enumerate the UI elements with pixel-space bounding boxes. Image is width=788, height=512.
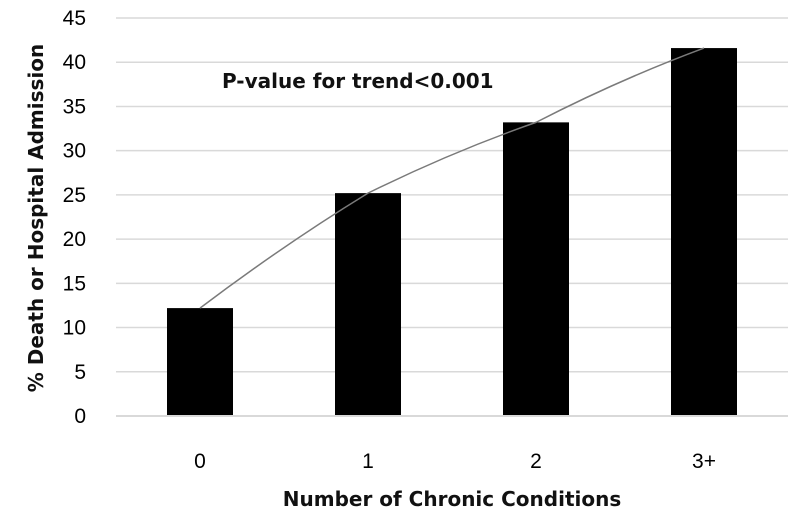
y-tick-label: 40 (63, 51, 86, 74)
bar-1 (335, 193, 401, 416)
x-tick-label: 2 (530, 450, 542, 473)
y-tick-labels: 0 5 10 15 20 25 30 35 40 45 (63, 7, 86, 428)
x-tick-label: 1 (362, 450, 374, 473)
x-tick-labels: 0 1 2 3+ (194, 450, 716, 473)
annotation-text: P-value for trend<0.001 (222, 69, 494, 93)
y-tick-label: 25 (63, 184, 86, 207)
y-tick-label: 5 (74, 361, 86, 384)
x-tick-label: 0 (194, 450, 206, 473)
y-tick-label: 0 (74, 405, 86, 428)
x-tick-label: 3+ (692, 450, 716, 473)
y-axis-title: % Death or Hospital Admission (24, 44, 48, 393)
bar-2 (503, 122, 569, 416)
bar-3plus (671, 48, 737, 417)
trend-line-group (199, 47, 705, 309)
y-tick-label: 30 (63, 140, 86, 163)
y-tick-label: 35 (63, 95, 86, 118)
trend-line (199, 47, 705, 309)
y-tick-label: 45 (63, 7, 86, 30)
y-tick-label: 15 (63, 272, 86, 295)
bars (167, 48, 737, 417)
y-tick-label: 10 (63, 317, 86, 340)
x-axis-title: Number of Chronic Conditions (283, 487, 622, 511)
y-tick-label: 20 (63, 228, 86, 251)
bar-0 (167, 308, 233, 416)
